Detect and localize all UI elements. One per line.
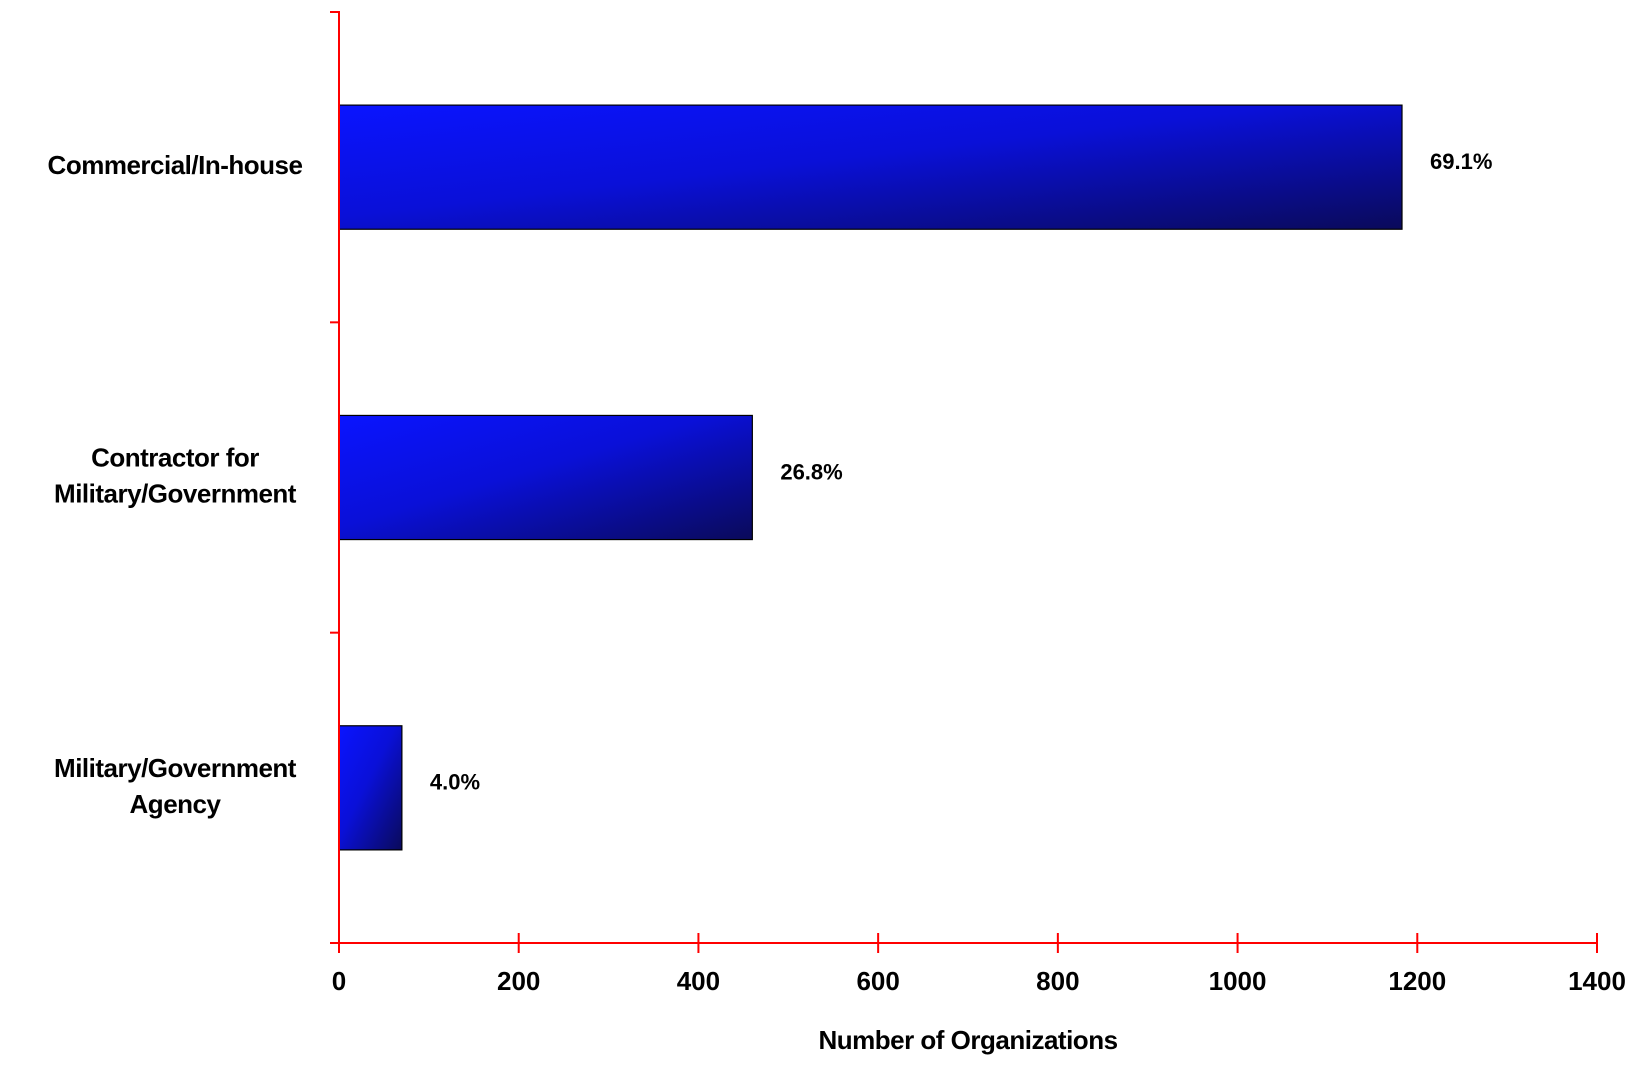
data-label-2: 4.0% (430, 770, 480, 795)
x-tick-label-5: 1000 (1209, 966, 1267, 996)
category-label-1-line-0: Contractor for (91, 442, 259, 472)
x-tick-label-6: 1200 (1388, 966, 1446, 996)
x-tick-label-7: 1400 (1568, 966, 1626, 996)
x-tick-label-4: 800 (1036, 966, 1079, 996)
category-label-0: Commercial/In-house (48, 150, 303, 180)
category-label-2-line-1: Agency (130, 789, 222, 819)
data-label-0: 69.1% (1430, 149, 1492, 174)
data-label-1: 26.8% (780, 459, 842, 484)
bar-0 (338, 104, 1403, 230)
category-label-2: Military/Government Agency (54, 753, 297, 819)
x-tick-label-2: 400 (677, 966, 720, 996)
x-tick-label-3: 600 (856, 966, 899, 996)
labels-group: 69.1% Commercial/In-house 26.8% Contractor … (48, 149, 1626, 1055)
category-label-2-line-0: Military/Government (54, 753, 297, 783)
axes-group (330, 11, 1598, 953)
category-label-1-line-1: Military/Government (54, 478, 297, 508)
category-label-0-line-0: Commercial/In-house (48, 150, 303, 180)
category-label-1: Contractor for Military/Government (54, 442, 297, 508)
bar-2 (338, 725, 403, 851)
x-axis-title: Number of Organizations (818, 1025, 1117, 1055)
bar-1 (338, 414, 753, 541)
x-tick-label-1: 200 (497, 966, 540, 996)
x-tick-label-0: 0 (332, 966, 346, 996)
bars-group (338, 104, 1403, 851)
